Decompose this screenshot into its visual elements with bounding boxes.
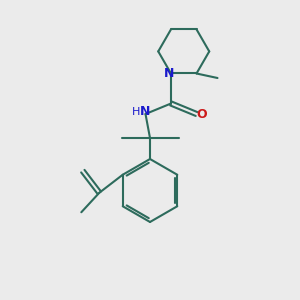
Text: N: N	[164, 67, 174, 80]
Text: O: O	[196, 107, 207, 121]
Text: H: H	[132, 106, 141, 117]
Text: N: N	[140, 105, 150, 118]
